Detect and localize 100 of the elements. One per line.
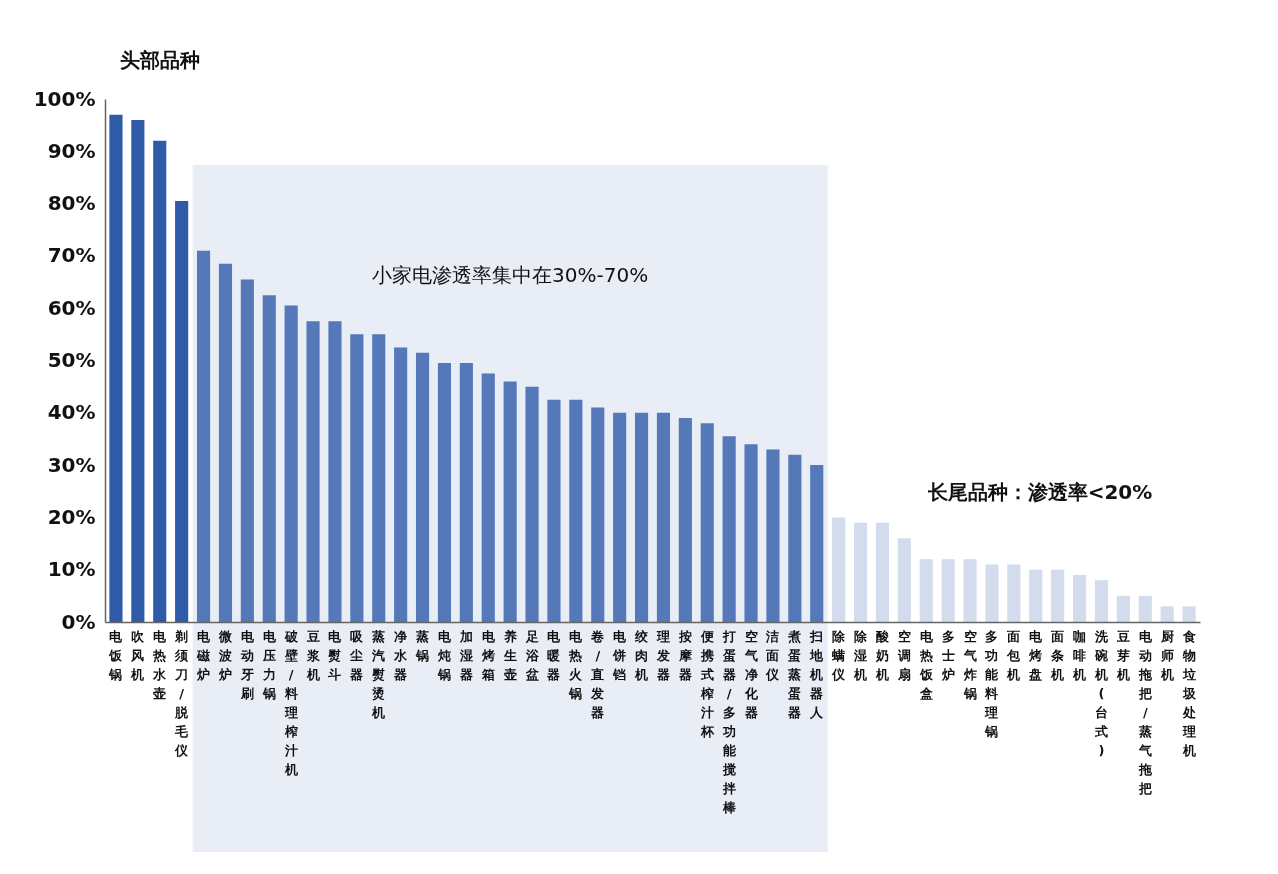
- x-tick-label: 电暖器: [546, 628, 562, 682]
- bar: [131, 119, 145, 622]
- bar: [832, 517, 846, 622]
- x-tick-label: 面包机: [1006, 628, 1022, 682]
- x-tick-label: 理发器: [655, 628, 670, 682]
- bar: [218, 263, 233, 622]
- x-tick-label: 空调扇: [896, 628, 911, 682]
- bar: [1029, 569, 1043, 622]
- y-tick-label: 100%: [33, 86, 96, 111]
- x-tick-label: 煮蛋蒸蛋器: [787, 628, 802, 720]
- x-tick-label: 便携式榨汁杯: [699, 628, 715, 739]
- bar: [700, 423, 714, 622]
- y-tick-label: 80%: [47, 191, 96, 216]
- x-tick-label: 破壁/料理榨汁机: [283, 628, 299, 777]
- category-label: 电动拖把/蒸气拖把: [1138, 628, 1152, 796]
- x-tick-label: 多功能料理锅: [984, 628, 1000, 739]
- x-tick-label: 净水器: [393, 628, 409, 682]
- bar: [656, 412, 671, 622]
- x-tick-label: 电烤盘: [1028, 628, 1044, 682]
- x-tick-label: 豆芽机: [1115, 628, 1130, 682]
- x-tick-label: 电熨斗: [327, 628, 343, 682]
- x-tick-label: 加湿器: [458, 628, 473, 682]
- x-tick-label: 电压力锅: [261, 628, 277, 701]
- bar: [569, 399, 583, 622]
- x-tick-label: 空气炸锅: [962, 628, 977, 701]
- bar: [963, 559, 977, 622]
- bar: [547, 399, 561, 622]
- bar: [1182, 606, 1196, 622]
- bar: [153, 140, 167, 622]
- bar: [459, 363, 473, 622]
- x-tick-label: 洁面仪: [765, 628, 781, 682]
- x-tick-label: 豆浆机: [305, 628, 320, 682]
- x-tick-label: 按摩器: [677, 628, 692, 682]
- x-tick-label: 养生壶: [502, 628, 517, 682]
- bar: [1007, 564, 1021, 622]
- x-tick-label: 空气净化器: [743, 628, 759, 720]
- bar: [481, 373, 495, 622]
- bar: [897, 538, 911, 622]
- bar: [372, 334, 386, 622]
- x-tick-label: 电热饭盒: [918, 628, 934, 701]
- bar: [678, 418, 692, 622]
- bar: [1072, 574, 1087, 622]
- bar: [175, 200, 189, 622]
- x-tick-label: 电炖锅: [436, 628, 452, 682]
- x-tick-label: 酸奶机: [874, 628, 890, 682]
- bar: [240, 279, 254, 622]
- bar: [788, 454, 802, 622]
- x-tick-label: 蒸锅: [415, 628, 430, 663]
- y-tick-label: 0%: [61, 609, 96, 634]
- bar: [437, 363, 452, 622]
- y-tick-label: 60%: [47, 295, 96, 320]
- text: 头部品种: [120, 48, 200, 72]
- x-tick-label: 电饭锅: [108, 628, 124, 682]
- bar: [525, 386, 539, 622]
- bar: [503, 381, 517, 622]
- y-tick-label: 90%: [47, 138, 96, 163]
- bar: [985, 564, 999, 622]
- x-tick-label: 电动牙刷: [239, 628, 255, 701]
- x-tick-label: 电饼铛: [612, 628, 628, 682]
- x-tick-label: 面条机: [1050, 628, 1065, 682]
- x-tick-label: 卷/直发器: [590, 628, 605, 720]
- x-tick-label: 洗碗机(台式): [1093, 628, 1109, 758]
- band-label: 小家电渗透率集中在30%-70%: [372, 263, 649, 287]
- y-tick-label: 40%: [47, 400, 96, 425]
- x-tick-label: 蒸汽熨烫机: [371, 628, 386, 720]
- bar: [591, 407, 605, 622]
- category-label: 打蛋器/多功能搅拌棒: [722, 628, 736, 815]
- bar: [810, 465, 824, 622]
- bar: [415, 352, 430, 622]
- x-tick-label: 足浴盆: [524, 628, 540, 682]
- x-tick-label: 咖啡机: [1072, 628, 1087, 682]
- bar: [1138, 595, 1152, 622]
- y-tick-label: 70%: [47, 243, 96, 268]
- x-tick-label: 剃须刀/脱毛仪: [174, 628, 190, 758]
- x-tick-label: 扫地机器人: [809, 628, 825, 720]
- x-tick-label: 电热火锅: [568, 628, 584, 701]
- x-tick-label: 厨师机: [1159, 628, 1174, 682]
- bar: [1051, 569, 1065, 622]
- x-tick-label: 电烤箱: [480, 628, 496, 682]
- bar: [1094, 580, 1109, 622]
- x-tick-label: 电磁炉: [196, 628, 212, 682]
- bar: [394, 347, 408, 622]
- bar: [1160, 606, 1174, 622]
- bar: [722, 436, 736, 622]
- bar: [196, 250, 211, 622]
- bar: [919, 559, 933, 622]
- bar: [853, 522, 868, 622]
- y-tick-label: 10%: [47, 557, 96, 582]
- bar: [328, 321, 342, 622]
- bar: [306, 321, 320, 622]
- x-tick-label: 绞肉机: [634, 628, 650, 682]
- x-tick-label: 吸尘器: [349, 628, 365, 682]
- bar: [1116, 595, 1130, 622]
- bar: [613, 412, 627, 622]
- bar: [109, 114, 123, 622]
- bar: [284, 305, 298, 622]
- y-tick-label: 20%: [47, 504, 96, 529]
- x-tick-label: 电热水壶: [152, 628, 168, 701]
- x-tick-label: 除湿机: [853, 628, 869, 682]
- bar: [744, 444, 758, 622]
